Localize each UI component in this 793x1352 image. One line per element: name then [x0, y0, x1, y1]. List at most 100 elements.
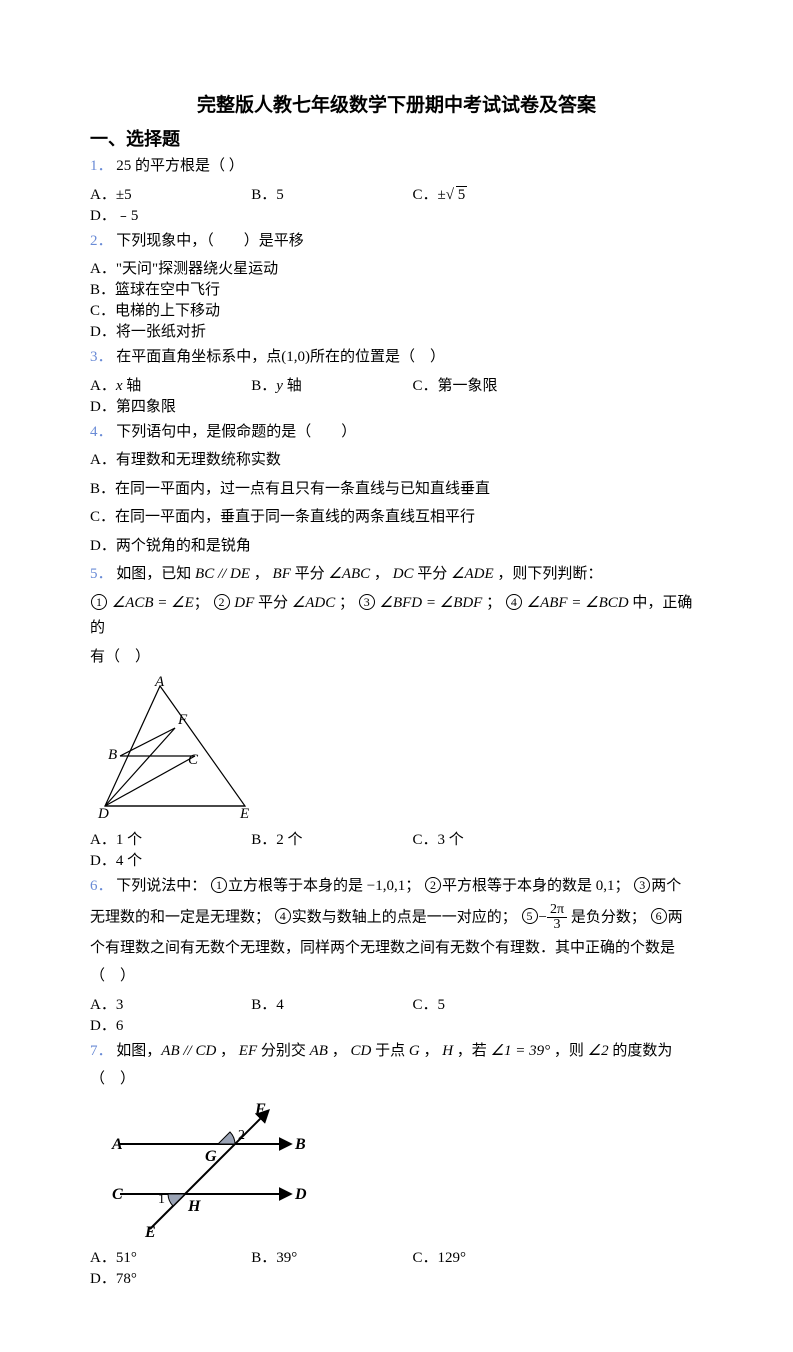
- q4-a: A．有理数和无理数统称实数: [90, 448, 703, 474]
- opt-c: C．3 个: [413, 828, 566, 849]
- question-3: 3． 在平面直角坐标系中，点(1,0)所在的位置是（ ）: [90, 345, 703, 371]
- t: ，则下列判断：: [494, 566, 603, 582]
- t: ∠ADE: [451, 566, 494, 582]
- t: DC: [393, 566, 414, 582]
- circle-6-icon: 6: [651, 908, 667, 924]
- lbl1: 1: [158, 1192, 165, 1207]
- question-4: 4． 下列语句中，是假命题的是（ ）: [90, 420, 703, 446]
- q6-line2: 无理数的和一定是无理数； 4实数与数轴上的点是一一对应的； 5−2π3 是负分数…: [90, 903, 703, 933]
- q5-options: A．1 个 B．2 个 C．3 个 D．4 个: [90, 828, 703, 870]
- t: 平分: [291, 566, 329, 582]
- exam-page: 完整版人教七年级数学下册期中考试试卷及答案 一、选择题 1． 25 的平方根是（…: [0, 0, 793, 1352]
- opt-d: D．78°: [90, 1267, 243, 1288]
- t: ∠BFD = ∠BDF: [380, 595, 483, 611]
- lblB: B: [294, 1136, 306, 1153]
- circle-2-icon: 2: [214, 594, 230, 610]
- qnum: 3．: [90, 349, 113, 365]
- qnum: 4．: [90, 424, 113, 440]
- lblF: F: [254, 1101, 266, 1118]
- circle-3-icon: 3: [634, 877, 650, 893]
- circle-5-icon: 5: [522, 908, 538, 924]
- sqrt-icon: 5: [446, 187, 468, 204]
- qtext: 25 的平方根是（ ）: [116, 158, 244, 174]
- t: 于点: [371, 1043, 409, 1059]
- t: 两个: [651, 878, 681, 894]
- circle-4-icon: 4: [506, 594, 522, 610]
- t: H: [442, 1043, 453, 1059]
- circle-3-icon: 3: [359, 594, 375, 610]
- t: 立方根等于本身的是 −1,0,1；: [228, 878, 420, 894]
- t: 两: [668, 909, 683, 925]
- t: −: [539, 909, 547, 925]
- q6-line4: （ ）: [90, 964, 703, 990]
- t: ∠ABF = ∠BCD: [527, 595, 629, 611]
- t: EF: [239, 1043, 257, 1059]
- t: ；: [482, 595, 501, 611]
- circle-4-icon: 4: [275, 908, 291, 924]
- question-7: 7． 如图，AB // CD ， EF 分别交 AB ， CD 于点 G ， H…: [90, 1039, 703, 1065]
- q1-options: A．±5 B．5 C．±5 D．﹣5: [90, 183, 703, 225]
- q3-post: 所在的位置是（ ）: [310, 349, 445, 365]
- opt-b: B．y 轴: [251, 374, 404, 395]
- q6-line3: 个有理数之间有无数个无理数，同样两个无理数之间有无数个有理数．其中正确的个数是: [90, 936, 703, 962]
- opt-b: B．4: [251, 993, 404, 1014]
- num: 2π: [547, 903, 567, 919]
- q5-tail: 有（ ）: [90, 645, 703, 671]
- lblE: E: [144, 1224, 156, 1239]
- lblD: D: [294, 1186, 307, 1203]
- t: ∠ACB = ∠E: [112, 595, 194, 611]
- t: ；: [335, 595, 354, 611]
- question-2: 2． 下列现象中，（ ）是平移: [90, 229, 703, 255]
- lblC: C: [112, 1186, 123, 1203]
- t: AB: [310, 1043, 328, 1059]
- parallel-lines-diagram-icon: A B C D E F G H 2 1: [90, 1099, 320, 1239]
- opt-d: D．6: [90, 1014, 243, 1035]
- lblH: H: [187, 1198, 201, 1215]
- qtext: 下列语句中，是假命题的是（ ）: [116, 424, 356, 440]
- lblB: B: [108, 747, 117, 763]
- qnum: 7．: [90, 1043, 113, 1059]
- qnum: 6．: [90, 878, 113, 894]
- q3-pre: 在平面直角坐标系中，点: [116, 349, 281, 365]
- section-heading: 一、选择题: [90, 125, 703, 151]
- opt-c: C．± 5: [413, 183, 566, 204]
- opt-c: C．第一象限: [413, 374, 566, 395]
- t: 如图，已知: [116, 566, 195, 582]
- t: 平分: [254, 595, 292, 611]
- opt-a: A．±5: [90, 183, 243, 204]
- opt-c-pre: C．±: [413, 187, 446, 203]
- opt-c: C．5: [413, 993, 566, 1014]
- sqrt-val: 5: [456, 186, 468, 203]
- q3-options: A．x 轴 B．y 轴 C．第一象限 D．第四象限: [90, 374, 703, 416]
- opt-d: D．将一张纸对折: [90, 320, 397, 341]
- lblC: C: [188, 752, 199, 768]
- lblD: D: [97, 806, 109, 821]
- t: ，若: [453, 1043, 491, 1059]
- question-5: 5． 如图，已知 BC // DE ， BF 平分 ∠ABC ， DC 平分 ∠…: [90, 562, 703, 588]
- opt-b: B．篮球在空中飞行: [90, 278, 397, 299]
- circle-1-icon: 1: [211, 877, 227, 893]
- q3-point: (1,0): [281, 349, 310, 365]
- fraction-icon: 2π3: [547, 903, 567, 933]
- q7-figure: A B C D E F G H 2 1: [90, 1099, 703, 1244]
- q6-options: A．3 B．4 C．5 D．6: [90, 993, 703, 1035]
- opt-c: C．电梯的上下移动: [90, 299, 397, 320]
- t: ∠ADC: [292, 595, 335, 611]
- t: ，: [250, 566, 273, 582]
- q7-line2: （ ）: [90, 1067, 703, 1093]
- t: ∠1 = 39°: [491, 1043, 551, 1059]
- t: AB // CD: [161, 1043, 216, 1059]
- lblE: E: [239, 806, 249, 821]
- t: ，: [328, 1043, 351, 1059]
- opt-a: A．3: [90, 993, 243, 1014]
- lblG: G: [205, 1148, 217, 1165]
- question-1: 1． 25 的平方根是（ ）: [90, 154, 703, 180]
- q7-options: A．51° B．39° C．129° D．78°: [90, 1246, 703, 1288]
- q5-figure: A B C D E F: [90, 676, 703, 826]
- opt-b: B．39°: [251, 1246, 404, 1267]
- opt-b: B．2 个: [251, 828, 404, 849]
- t: ，: [370, 566, 393, 582]
- qnum: 5．: [90, 566, 113, 582]
- t: 的度数为: [609, 1043, 673, 1059]
- lblF: F: [177, 712, 188, 728]
